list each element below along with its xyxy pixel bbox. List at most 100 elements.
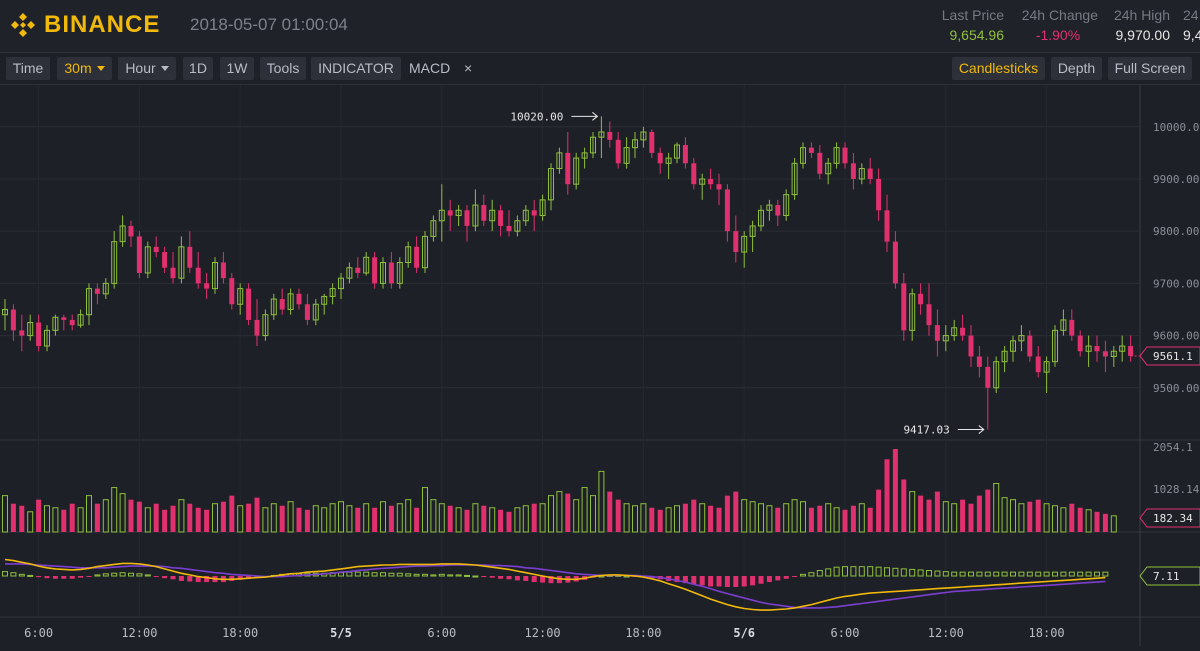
volume-bar-up (144, 507, 151, 533)
candle-body-down (649, 131, 655, 153)
volume-bar-up (598, 470, 605, 533)
volume-bar-up (1085, 509, 1092, 533)
binance-logo-icon (11, 13, 35, 37)
candle-body-down (498, 210, 504, 226)
volume-bar-down (733, 491, 739, 532)
candle-body-up (598, 131, 605, 138)
candle-body-down (960, 327, 966, 336)
macd-histogram-bar (430, 574, 437, 577)
candle-body-up (44, 329, 50, 347)
volume-bar-down (170, 505, 176, 532)
time-tick-label: 12:00 (525, 626, 561, 640)
volume-bar-up (749, 501, 756, 533)
volume-bar-up (212, 503, 218, 533)
tools-button[interactable]: Tools (260, 57, 306, 80)
volume-bar-up (623, 503, 630, 533)
depth-button[interactable]: Depth (1051, 57, 1102, 80)
candle-body-down (254, 319, 260, 336)
interval-1w-button[interactable]: 1W (220, 57, 254, 80)
candle-body-up (665, 157, 672, 164)
candle-body-down (246, 288, 252, 320)
hour-dropdown[interactable]: Hour (118, 57, 176, 80)
interval-1d-button[interactable]: 1D (183, 57, 213, 80)
low-stat: 24 9,4 (1183, 7, 1200, 43)
macd-histogram-bar (489, 576, 495, 578)
candle-body-up (102, 282, 109, 295)
volume-bar-down (220, 501, 226, 532)
candle-body-up (548, 168, 554, 201)
macd-histogram-bar (968, 571, 974, 577)
volume-bar-up (514, 507, 521, 533)
macd-histogram-bar (102, 573, 109, 577)
macd-histogram-bar (371, 572, 378, 577)
time-tick-label: 5/5 (330, 626, 352, 640)
candlesticks-button[interactable]: Candlesticks (952, 57, 1045, 80)
volume-bar-up (791, 499, 798, 533)
indicator-button[interactable]: INDICATOR (311, 57, 401, 80)
price-chart[interactable]: 10000.00 9900.00 9800.00 9700.00 9600.00 9500… (0, 85, 1200, 646)
chart-svg[interactable]: 10000.00 9900.00 9800.00 9700.00 9600.00 9500… (0, 85, 1200, 646)
macd-histogram-bar (514, 576, 520, 581)
volume-bar-down (691, 499, 697, 532)
macd-histogram-bar (783, 576, 789, 579)
volume-bar-down (607, 491, 613, 532)
candle-body-down (691, 163, 697, 185)
candle-body-down (682, 145, 688, 164)
macd-histogram-bar (481, 576, 487, 578)
volume-bar-up (632, 505, 638, 533)
high-label: 24h High (1113, 7, 1170, 23)
volume-bar-down (464, 509, 470, 532)
volume-bar-up (674, 505, 680, 533)
candle-body-down (304, 304, 310, 320)
volume-bar-up (380, 501, 386, 533)
candle-body-down (850, 163, 856, 179)
price-tick-label: 9600.00 (1153, 330, 1199, 343)
candle-body-down (1077, 335, 1083, 352)
chevron-down-icon (96, 66, 105, 71)
macd-histogram-bar (447, 574, 454, 577)
time-button[interactable]: Time (6, 57, 50, 80)
candle-body-up (858, 168, 865, 180)
macd-dif-line (4, 558, 1106, 611)
candle-body-up (825, 162, 832, 175)
macd-histogram-bar (800, 573, 806, 577)
candle-body-up (338, 277, 344, 290)
candle-body-up (422, 235, 428, 269)
macd-histogram-bar (758, 576, 764, 584)
candle-body-up (178, 246, 185, 279)
volume-bar-down (926, 499, 932, 532)
volume-bar-down (372, 507, 378, 532)
candle-body-down (1027, 335, 1033, 357)
brand-logo[interactable]: BINANCE (8, 10, 160, 40)
macd-histogram-bar (94, 574, 101, 577)
volume-bar-down (615, 499, 621, 532)
candle-body-down (506, 225, 512, 232)
volume-bar-up (951, 503, 958, 533)
volume-current-label: 182.34 (1153, 512, 1193, 525)
close-icon[interactable]: × (464, 60, 473, 76)
candle-body-up (438, 209, 445, 222)
price-tick-label: 9800.00 (1153, 225, 1199, 238)
volume-bar-up (942, 501, 949, 533)
candle-body-up (783, 194, 790, 217)
macd-histogram-bar (246, 576, 252, 579)
candle-body-up (1085, 345, 1092, 352)
volume-tick-label: 1028.14 (1153, 483, 1200, 496)
macd-histogram-bar (10, 572, 17, 577)
chart-axes: 10000.00 9900.00 9800.00 9700.00 9600.00 9500… (24, 121, 1200, 640)
volume-bar-down (867, 507, 873, 532)
volume-bar-up (329, 503, 336, 533)
volume-bar-down (498, 509, 504, 532)
macd-histogram-bar (909, 568, 916, 577)
candle-body-up (77, 314, 84, 326)
arrow-right-icon (957, 425, 985, 434)
volume-bar-down (1077, 507, 1083, 532)
volume-bar-down (918, 495, 924, 532)
candle-body-down (61, 317, 67, 320)
macd-histogram-bar (178, 576, 184, 581)
interval-dropdown[interactable]: 30m (57, 57, 112, 80)
macd-histogram-bar (1077, 571, 1084, 577)
macd-histogram-bar (900, 568, 907, 577)
fullscreen-button[interactable]: Full Screen (1108, 57, 1192, 80)
candle-body-up (111, 241, 118, 284)
